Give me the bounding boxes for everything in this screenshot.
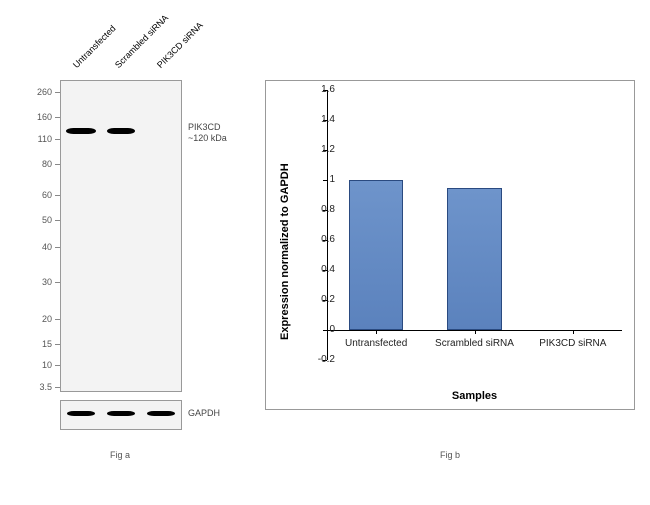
bar-chart-panel: Expression normalized to GAPDH Untransfe… (265, 80, 635, 430)
mw-marker-label: 110 (10, 134, 52, 144)
mw-marker-label: 15 (10, 339, 52, 349)
target-band (107, 128, 135, 134)
target-label-2: ~120 kDa (188, 133, 227, 144)
mw-marker-label: 20 (10, 314, 52, 324)
x-tick-mark (475, 330, 476, 334)
mw-marker-label: 60 (10, 190, 52, 200)
y-axis-line (327, 90, 328, 360)
y-tick-label: 0.4 (305, 264, 335, 275)
y-axis-title: Expression normalized to GAPDH (279, 163, 291, 340)
x-tick-mark (376, 330, 377, 334)
y-tick-label: 1.2 (305, 144, 335, 155)
gapdh-blot (60, 400, 182, 430)
y-tick-label: 0.6 (305, 234, 335, 245)
target-band (66, 128, 96, 134)
plot-area: Untransfected Scrambled siRNA PIK3CD siRNA (327, 90, 622, 360)
figure-container: Untransfected Scrambled siRNA PIK3CD siRNA… (10, 10, 640, 495)
y-tick-label: 0.8 (305, 204, 335, 215)
gapdh-label: GAPDH (188, 408, 220, 419)
gapdh-band (67, 411, 95, 416)
y-tick-label: 0 (305, 324, 335, 335)
gapdh-band (107, 411, 135, 416)
y-tick-label: -0.2 (305, 354, 335, 365)
lane-labels-row: UntransfectedScrambled siRNAPIK3CD siRNA (60, 10, 230, 70)
y-tick-label: 1 (305, 174, 335, 185)
mw-marker-label: 50 (10, 215, 52, 225)
fig-b-caption: Fig b (265, 450, 635, 460)
x-axis-title: Samples (327, 390, 622, 402)
mw-marker-label: 3.5 (10, 382, 52, 392)
y-tick-label: 0.2 (305, 294, 335, 305)
lane-label: PIK3CD siRNA (155, 20, 205, 70)
target-annotation: PIK3CD ~120 kDa (188, 122, 227, 144)
mw-ladder: 260 160 110 80 60 50 40 30 20 15 10 3.5 (10, 80, 55, 390)
bar (447, 188, 501, 331)
bar (349, 180, 403, 330)
gapdh-band-row (61, 411, 181, 416)
lane-label: Untransfected (71, 23, 118, 70)
y-tick-label: 1.6 (305, 84, 335, 95)
x-category-label: PIK3CD siRNA (539, 338, 606, 349)
mw-marker-label: 160 (10, 112, 52, 122)
mw-marker-label: 30 (10, 277, 52, 287)
western-blot-panel: UntransfectedScrambled siRNAPIK3CD siRNA… (10, 10, 245, 495)
gapdh-band (147, 411, 175, 416)
y-tick-label: 1.4 (305, 114, 335, 125)
mw-marker-label: 80 (10, 159, 52, 169)
target-band-row (61, 128, 181, 134)
mw-marker-label: 260 (10, 87, 52, 97)
fig-a-caption: Fig a (60, 450, 180, 460)
target-label-1: PIK3CD (188, 122, 227, 133)
x-category-label: Untransfected (345, 338, 407, 349)
blot-main (60, 80, 182, 392)
mw-marker-label: 10 (10, 360, 52, 370)
x-tick-mark (573, 330, 574, 334)
x-category-label: Scrambled siRNA (435, 338, 514, 349)
mw-marker-label: 40 (10, 242, 52, 252)
